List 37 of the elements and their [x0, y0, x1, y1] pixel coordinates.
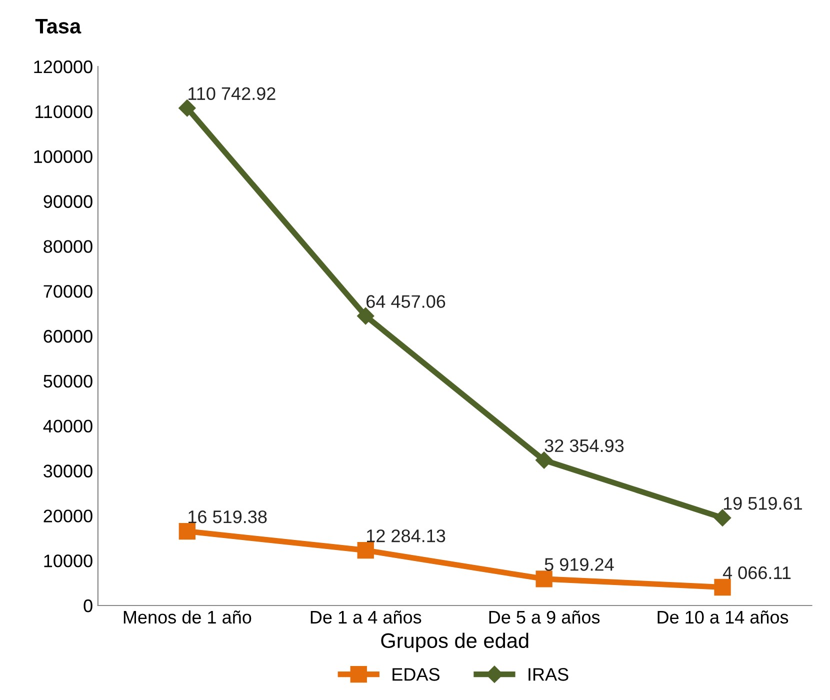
y-tick-label: 110000 [36, 105, 92, 118]
y-tick-label: 60000 [44, 330, 92, 343]
y-tick-label: 20000 [44, 510, 92, 522]
y-tick-label: 90000 [44, 195, 92, 208]
data-label: 64 457.06 [366, 295, 446, 308]
point [536, 452, 553, 469]
x-tick-label: Menos de 1 año [124, 610, 252, 624]
y-tick-label: 50000 [44, 374, 92, 388]
data-label: 12 284.13 [366, 529, 446, 542]
x-tick-label: De 1 a 4 años [310, 610, 422, 624]
point [178, 522, 196, 540]
data-label: 5 919.24 [544, 558, 614, 571]
point [357, 542, 374, 559]
y-tick-label: 100000 [34, 150, 92, 164]
legend-label: EDAS [392, 668, 440, 681]
data-label: 32 354.93 [544, 439, 624, 452]
x-axis-title: Grupos de edad [381, 632, 528, 652]
y-tick-label: 10000 [44, 554, 92, 568]
data-label: 4 066.11 [722, 566, 791, 580]
x-tick-label: De 5 a 9 años [489, 610, 600, 624]
data-label: 110 742.92 [188, 87, 276, 100]
point [714, 578, 731, 596]
point [714, 509, 732, 526]
point [178, 100, 196, 117]
y-axis-title: Tasa [35, 19, 82, 34]
data-label: 19 519.61 [724, 496, 802, 510]
y-tick-label: 0 [84, 599, 92, 612]
y-tick-label: 70000 [44, 285, 92, 298]
y-tick-label: 30000 [44, 464, 92, 478]
y-tick-label: 80000 [44, 240, 92, 253]
y-tick-label: 120000 [34, 60, 92, 74]
data-label: 16 519.38 [188, 510, 267, 524]
legend-label: IRAS [528, 668, 568, 681]
point [536, 570, 552, 588]
point [357, 307, 374, 325]
y-tick-label: 40000 [43, 420, 92, 433]
x-tick-label: De 10 a 14 años [658, 610, 788, 624]
